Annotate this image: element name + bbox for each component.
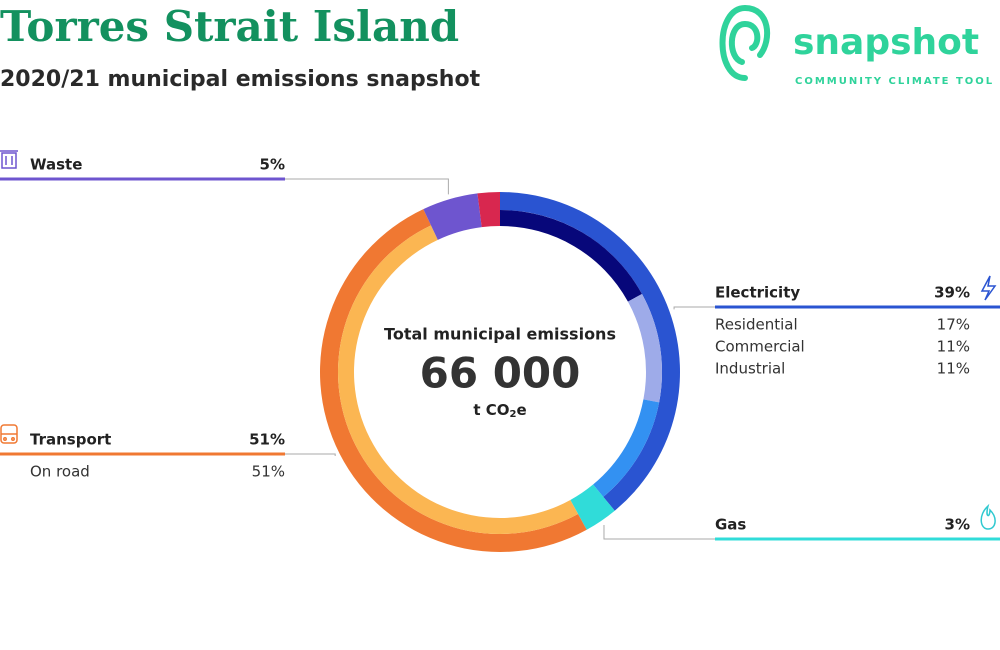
subcategory-value: 17% [937,316,970,334]
legend-value: 5% [260,156,285,174]
sector-arc [570,484,615,530]
sector-arc [500,192,681,511]
leader-line [285,453,336,456]
transport-icon [0,424,18,444]
unit-sub: 2 [510,409,517,420]
legend-name: Gas [715,516,746,534]
legend-name: Waste [30,156,82,174]
subcategory-name: Industrial [715,360,785,378]
subcategory-arc [500,210,642,302]
legend-value: 51% [249,431,285,449]
subcategory-value: 11% [937,360,970,378]
subcategory-name: On road [30,463,90,481]
unit: t CO2e [473,401,526,421]
center-label: Total municipal emissions [384,325,616,344]
total: 66 000 [420,349,581,398]
subcategory-name: Residential [715,316,798,334]
subcategory-arc [593,399,660,497]
legend-name: Electricity [715,284,800,302]
unit-text: t CO [473,401,509,419]
waste-icon [0,150,18,169]
subcategory-arc [627,293,662,403]
legend-name: Transport [30,431,111,449]
subcategory-value: 51% [252,463,285,481]
sector-arc [423,193,482,240]
title: Torres Strait Island [0,2,459,51]
logo-mark [719,4,770,81]
logo-tagline: COMMUNITY CLIMATE TOOL [795,76,994,87]
electricity-icon [980,275,997,301]
gas-icon [980,503,996,530]
subtitle: 2020/21 municipal emissions snapshot [0,67,481,92]
leader-line [603,525,715,540]
unit-suffix: e [516,401,526,419]
logo-text: snapshot [793,22,979,63]
leader-line [673,306,715,310]
subcategory-name: Commercial [715,338,805,356]
leader-line [285,178,449,195]
sector-arc [477,192,500,228]
legend-value: 3% [945,516,970,534]
legend-value: 39% [934,284,970,302]
subcategory-value: 11% [937,338,970,356]
